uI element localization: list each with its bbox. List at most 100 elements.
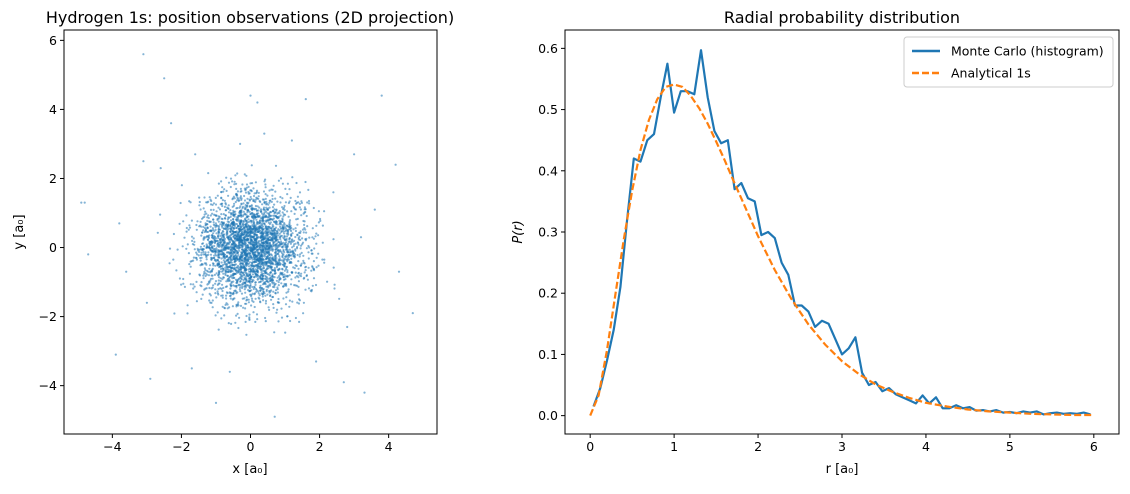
- scatter-point: [211, 277, 214, 280]
- scatter-point: [243, 243, 246, 246]
- scatter-point: [299, 247, 302, 250]
- scatter-point: [252, 245, 256, 248]
- scatter-point: [235, 257, 238, 260]
- scatter-point: [303, 271, 306, 274]
- scatter-point: [269, 256, 272, 259]
- scatter-point: [204, 269, 207, 272]
- scatter-point: [282, 236, 285, 239]
- scatter-point: [262, 290, 265, 293]
- scatter-point: [229, 185, 232, 189]
- scatter-point: [246, 228, 249, 231]
- scatter-point: [251, 235, 254, 238]
- scatter-point: [288, 238, 291, 241]
- scatter-point: [241, 241, 244, 244]
- scatter-point: [264, 248, 267, 251]
- scatter-point: [286, 271, 289, 274]
- scatter-point: [200, 281, 203, 284]
- scatter-point: [222, 222, 225, 225]
- scatter-point: [230, 274, 233, 277]
- scatter-point: [228, 216, 231, 219]
- scatter-point: [296, 195, 299, 198]
- scatter-point: [208, 242, 211, 245]
- scatter-point: [315, 242, 318, 245]
- scatter-point: [202, 225, 205, 228]
- scatter-point: [301, 237, 304, 240]
- scatter-point: [186, 312, 189, 315]
- scatter-point: [247, 298, 250, 301]
- scatter-point: [207, 214, 210, 217]
- scatter-point: [246, 280, 249, 283]
- scatter-point: [181, 245, 184, 248]
- scatter-point: [285, 235, 289, 238]
- scatter-point: [215, 272, 218, 275]
- scatter-point: [220, 261, 223, 264]
- scatter-point: [242, 273, 245, 276]
- scatter-point: [276, 200, 279, 203]
- scatter-point: [287, 215, 290, 218]
- scatter-point: [215, 250, 218, 253]
- scatter-point: [179, 201, 182, 205]
- scatter-point: [288, 248, 291, 251]
- scatter-point: [293, 212, 296, 215]
- scatter-point: [172, 258, 175, 261]
- radial-title: Radial probability distribution: [724, 8, 960, 27]
- scatter-point: [206, 223, 209, 226]
- scatter-point: [214, 280, 218, 283]
- scatter-point: [255, 313, 259, 316]
- scatter-point: [248, 199, 251, 202]
- scatter-point: [254, 320, 257, 323]
- scatter-point: [226, 303, 229, 306]
- scatter-point: [249, 94, 252, 97]
- scatter-point: [247, 248, 250, 251]
- scatter-point: [228, 268, 231, 272]
- scatter-point: [277, 281, 280, 284]
- scatter-point: [276, 308, 279, 311]
- scatter-point: [262, 190, 266, 193]
- scatter-point: [236, 312, 239, 315]
- scatter-point: [310, 252, 313, 255]
- scatter-point: [223, 306, 226, 309]
- scatter-point: [226, 232, 229, 236]
- scatter-point: [255, 255, 258, 258]
- scatter-point: [305, 237, 308, 240]
- scatter-point: [192, 259, 195, 262]
- scatter-point: [271, 206, 275, 209]
- scatter-point: [271, 277, 274, 280]
- scatter-point: [250, 227, 254, 231]
- scatter-point: [254, 233, 258, 236]
- scatter-point: [230, 228, 233, 231]
- scatter-point: [213, 244, 216, 248]
- scatter-point: [280, 282, 283, 285]
- scatter-point: [302, 312, 305, 315]
- scatter-point: [269, 261, 272, 264]
- scatter-point: [217, 253, 220, 256]
- scatter-point: [292, 266, 295, 269]
- scatter-point: [279, 262, 282, 265]
- scatter-point: [307, 287, 311, 290]
- scatter-point: [250, 205, 253, 208]
- scatter-point: [274, 197, 277, 200]
- scatter-point: [302, 259, 305, 262]
- scatter-point: [187, 252, 190, 255]
- scatter-point: [261, 230, 264, 233]
- radial-lines: [589, 49, 1094, 417]
- scatter-point: [256, 205, 259, 208]
- scatter-point: [249, 241, 252, 244]
- scatter-point: [209, 198, 212, 201]
- scatter-point: [270, 266, 273, 269]
- scatter-point: [275, 311, 278, 314]
- scatter-point: [214, 401, 218, 404]
- scatter-point: [250, 261, 253, 264]
- scatter-point: [245, 174, 248, 177]
- scatter-point: [281, 206, 284, 209]
- scatter-point: [231, 277, 234, 280]
- scatter-point: [264, 302, 267, 305]
- scatter-point: [257, 209, 260, 212]
- scatter-point: [247, 256, 250, 259]
- scatter-point: [286, 274, 289, 277]
- scatter-point: [205, 212, 208, 215]
- scatter-point: [250, 295, 253, 298]
- scatter-point: [323, 258, 326, 261]
- scatter-point: [219, 223, 222, 226]
- scatter-point: [176, 248, 179, 251]
